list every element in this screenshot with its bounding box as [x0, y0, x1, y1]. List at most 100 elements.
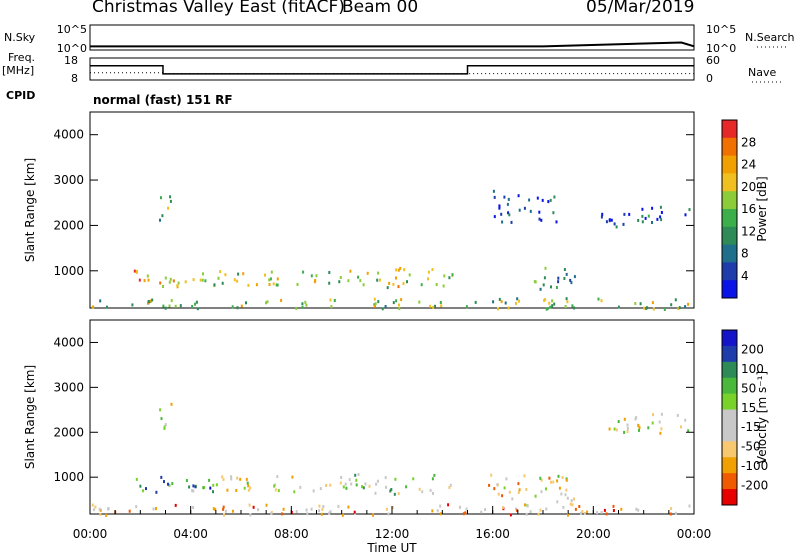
- velocity-cell: [433, 473, 436, 477]
- power-cell: [646, 306, 649, 310]
- xtick-label: 00:00: [73, 527, 108, 541]
- power-cell: [565, 297, 568, 301]
- power-cell: [542, 283, 545, 287]
- velocity-cell: [615, 428, 618, 432]
- velocity-cell: [620, 507, 623, 511]
- velocity-colorbar-label: Velocity [m s⁻¹]: [755, 371, 769, 464]
- velocity-cell: [99, 512, 102, 516]
- velocity-cell: [617, 420, 620, 423]
- velocity-cell: [439, 504, 442, 508]
- power-cell: [443, 274, 446, 278]
- power-cell: [217, 276, 220, 280]
- noise-right-tick: 10^0: [706, 42, 736, 55]
- velocity-colorbar-tick: 50: [741, 381, 756, 395]
- velocity-cell: [439, 512, 442, 516]
- velocity-cell: [135, 477, 138, 481]
- power-cell: [406, 280, 408, 284]
- velocity-cell: [586, 510, 589, 514]
- velocity-cell: [600, 510, 603, 514]
- velocity-cell: [537, 512, 540, 516]
- power-cell: [359, 279, 362, 283]
- power-cell: [378, 278, 381, 282]
- date-label: 05/Mar/2019: [586, 0, 695, 17]
- velocity-cell: [214, 507, 217, 511]
- freq-right-tick: 60: [706, 54, 720, 67]
- velocity-cell: [680, 425, 682, 429]
- velocity-cell: [545, 487, 547, 491]
- freq-right-tick: 0: [706, 72, 713, 85]
- power-cell: [504, 301, 507, 305]
- velocity-cell: [160, 475, 163, 479]
- velocity-cell: [98, 507, 101, 511]
- power-colorbar-tick: 16: [741, 202, 756, 216]
- power-cell: [670, 303, 673, 307]
- power-cell: [362, 283, 365, 287]
- power-cell: [164, 276, 167, 280]
- power-cell: [240, 304, 243, 308]
- power-cell: [272, 282, 275, 286]
- velocity-cell: [299, 485, 302, 489]
- power-cell: [398, 307, 401, 311]
- power-colorbar-swatch: [722, 280, 737, 299]
- power-cell: [570, 281, 573, 285]
- power-cell: [143, 279, 146, 283]
- power-cell: [177, 281, 180, 285]
- power-cell: [544, 298, 547, 302]
- power-cell: [357, 275, 360, 279]
- power-cell: [420, 283, 423, 287]
- power-cell: [439, 301, 442, 304]
- noise-left-tick: 10^0: [57, 42, 87, 55]
- velocity-cell: [209, 486, 212, 490]
- power-cell: [399, 266, 402, 270]
- velocity-cell: [525, 512, 528, 516]
- velocity-cell: [235, 489, 238, 492]
- velocity-cell: [658, 420, 661, 424]
- power-cell: [540, 218, 543, 222]
- power-cell: [643, 306, 646, 310]
- velocity-colorbar-frame: [721, 329, 738, 506]
- velocity-colorbar-tick: -50: [741, 440, 761, 454]
- power-cell: [549, 198, 552, 202]
- power-cell: [392, 282, 395, 286]
- power-cell: [224, 273, 227, 277]
- velocity-cell: [385, 507, 388, 511]
- chart-title: Christmas Valley East (fitACF): [92, 0, 345, 17]
- power-cell: [92, 305, 95, 309]
- power-cell: [652, 307, 655, 311]
- velocity-cell: [637, 424, 640, 428]
- velocity-cell: [688, 504, 691, 508]
- power-cell: [301, 305, 304, 309]
- beam-label: Beam 00: [342, 0, 419, 17]
- velocity-cell: [565, 488, 568, 492]
- power-cell: [373, 303, 376, 307]
- power-ylabel: Slant Range [km]: [23, 158, 37, 262]
- velocity-cell: [368, 484, 371, 488]
- power-cell: [534, 280, 537, 284]
- power-cell: [221, 281, 224, 285]
- velocity-cell: [490, 473, 493, 477]
- power-cell: [622, 222, 625, 226]
- power-cell: [601, 212, 604, 216]
- velocity-cell: [312, 489, 315, 493]
- power-cell: [302, 270, 305, 274]
- power-cell: [174, 304, 177, 308]
- velocity-cell: [389, 489, 392, 493]
- power-cell: [431, 268, 434, 271]
- velocity-cell: [152, 507, 155, 511]
- power-cell: [295, 306, 298, 310]
- power-cell: [381, 307, 384, 311]
- power-cell: [268, 278, 271, 282]
- power-cell: [563, 268, 566, 271]
- power-cell: [547, 200, 550, 204]
- power-cell: [131, 303, 134, 307]
- power-cell: [600, 299, 603, 303]
- velocity-cell: [291, 475, 294, 479]
- velocity-cell: [605, 512, 608, 516]
- velocity-cell: [687, 429, 690, 433]
- velocity-cell: [556, 500, 559, 504]
- power-cell: [133, 269, 136, 273]
- power-ytick-label: 1000: [53, 264, 84, 278]
- velocity-cell: [652, 413, 654, 417]
- velocity-cell: [329, 483, 332, 487]
- velocity-cell: [192, 489, 195, 493]
